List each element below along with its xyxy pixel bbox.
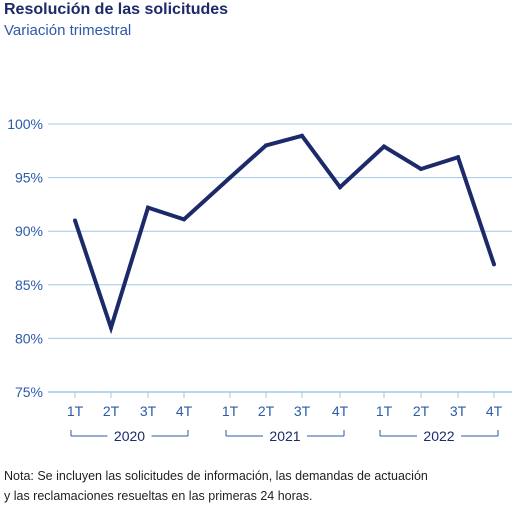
chart-subtitle: Variación trimestral [4,22,132,39]
y-tick-label: 100% [7,116,43,132]
data-point [146,205,150,210]
footnote-line-1: Nota: Se incluyen las solicitudes de inf… [4,469,428,483]
x-tick-label: 2T [258,403,275,419]
data-point [228,175,232,180]
footnote: Nota: Se incluyen las solicitudes de inf… [4,466,519,506]
x-tick-label: 4T [486,403,503,419]
x-tick-label: 2T [103,403,120,419]
data-point [182,217,186,222]
data-point [109,325,113,330]
x-tick-label: 1T [376,403,393,419]
x-tick-label: 1T [222,403,239,419]
x-tick-label: 3T [140,403,157,419]
x-tick-label: 3T [450,403,467,419]
x-tick-label: 4T [176,403,193,419]
data-point [73,218,77,223]
series-line [73,133,496,335]
data-point [300,133,304,138]
y-tick-label: 85% [15,277,43,293]
x-tick-label: 4T [332,403,349,419]
data-point [338,185,342,190]
data-point [456,155,460,160]
year-group-label: 2020 [114,428,145,444]
year-group-label: 2021 [269,428,300,444]
footnote-line-2: y las reclamaciones resueltas en las pri… [4,489,313,503]
y-tick-label: 95% [15,170,43,186]
chart-title: Resolución de las solicitudes [4,1,229,18]
x-tick-label: 1T [67,403,84,419]
x-tick-label: 3T [294,403,311,419]
year-group-label: 2022 [423,428,454,444]
data-point [264,143,268,148]
line-chart: 1T 2T 3T 4T 1T 2T 3T 4T 1T 2T 3T 4T 2020 2021 2022 75%… [7,116,512,444]
data-point [382,144,386,149]
y-tick-label: 90% [15,223,43,239]
y-tick-label: 75% [15,384,43,400]
y-tick-label: 80% [15,330,43,346]
data-point [419,167,423,171]
x-tick-label: 2T [413,403,430,419]
data-point [492,262,496,267]
